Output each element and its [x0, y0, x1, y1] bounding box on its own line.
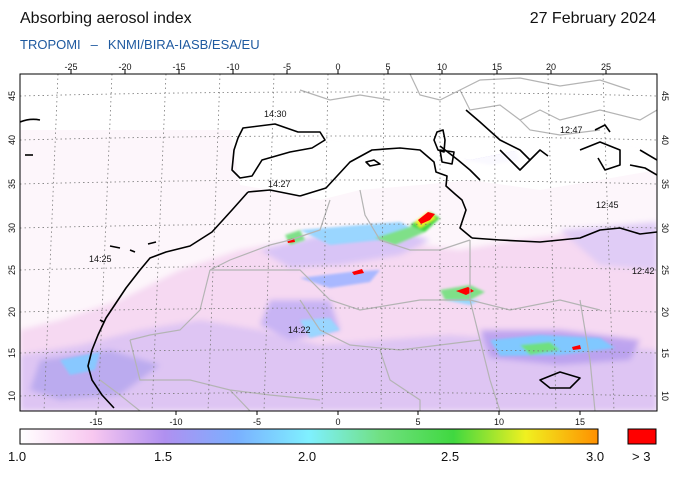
graticule — [20, 74, 657, 411]
top-longitude-labels: -25 -20 -15 -10 -5 0 5 10 15 20 25 — [64, 62, 611, 72]
instrument-name: TROPOMI — [20, 37, 81, 52]
colorbar-overflow-label: > 3 — [632, 449, 651, 464]
overpass-time: 14:22 — [288, 325, 311, 335]
lon-tick-bottom: -15 — [89, 417, 102, 427]
colorbar-label: 2.5 — [441, 449, 460, 464]
lon-tick-bottom: -5 — [253, 417, 261, 427]
overpass-time: 14:30 — [264, 109, 287, 119]
lon-tick-top: -15 — [172, 62, 185, 72]
lat-tick-right: 30 — [660, 223, 670, 233]
lat-tick-left: 45 — [7, 91, 17, 101]
country-borders — [99, 74, 657, 411]
colorbar-label: 3.0 — [586, 449, 605, 464]
lon-tick-top: -10 — [226, 62, 239, 72]
hotspot-algeria — [352, 269, 364, 275]
lon-tick-top: 25 — [601, 62, 611, 72]
credits: TROPOMI – KNMI/BIRA-IASB/ESA/EU — [20, 37, 260, 52]
bottom-longitude-labels: -15 -10 -5 0 5 10 15 — [89, 417, 585, 427]
lon-tick-bottom: 10 — [494, 417, 504, 427]
lat-tick-right: 25 — [660, 265, 670, 275]
frame-ticks — [70, 70, 607, 415]
credits-separator: – — [90, 37, 98, 52]
providers: KNMI/BIRA-IASB/ESA/EU — [107, 37, 260, 52]
colorbar-label: 1.5 — [154, 449, 173, 464]
lon-tick-top: -25 — [64, 62, 77, 72]
overpass-time-labels: 14:30 14:27 14:25 14:22 12:47 12:45 12:4… — [89, 109, 655, 335]
lon-tick-top: 10 — [437, 62, 447, 72]
lat-tick-right: 10 — [660, 391, 670, 401]
overpass-time: 14:27 — [268, 179, 291, 189]
lon-tick-top: 0 — [335, 62, 340, 72]
lat-tick-left: 40 — [7, 135, 17, 145]
lat-tick-left: 25 — [7, 265, 17, 275]
lon-tick-top: -20 — [118, 62, 131, 72]
lat-tick-right: 40 — [660, 135, 670, 145]
colorbar — [19, 428, 599, 445]
lon-tick-top: 5 — [385, 62, 390, 72]
lon-tick-bottom: -10 — [169, 417, 182, 427]
right-latitude-labels: 45 40 35 30 25 20 15 10 — [660, 91, 670, 401]
colorbar-label: 1.0 — [8, 449, 27, 464]
overpass-time: 12:47 — [560, 125, 583, 135]
lon-tick-bottom: 15 — [575, 417, 585, 427]
lon-tick-bottom: 0 — [335, 417, 340, 427]
lat-tick-right: 35 — [660, 179, 670, 189]
overpass-time: 12:45 — [596, 200, 619, 210]
lon-tick-top: 15 — [492, 62, 502, 72]
lat-tick-right: 15 — [660, 348, 670, 358]
lon-tick-top: 20 — [546, 62, 556, 72]
lat-tick-left: 10 — [7, 391, 17, 401]
lat-tick-left: 35 — [7, 179, 17, 189]
overpass-time: 12:42 — [632, 266, 655, 276]
map-date: 27 February 2024 — [529, 10, 656, 27]
colorbar-overflow-swatch — [627, 428, 657, 445]
lat-tick-right: 20 — [660, 307, 670, 317]
lat-tick-left: 20 — [7, 307, 17, 317]
lat-tick-left: 30 — [7, 223, 17, 233]
left-latitude-labels: 45 40 35 30 25 20 15 10 — [7, 91, 17, 401]
lat-tick-right: 45 — [660, 91, 670, 101]
lon-tick-top: -5 — [283, 62, 291, 72]
map-title: Absorbing aerosol index — [20, 10, 192, 27]
lat-tick-left: 15 — [7, 348, 17, 358]
colorbar-label: 2.0 — [298, 449, 317, 464]
hotspot-tunisia — [418, 212, 435, 224]
hotspot-sahel — [572, 345, 581, 350]
overpass-time: 14:25 — [89, 254, 112, 264]
coastlines — [20, 109, 657, 409]
lon-tick-bottom: 5 — [415, 417, 420, 427]
